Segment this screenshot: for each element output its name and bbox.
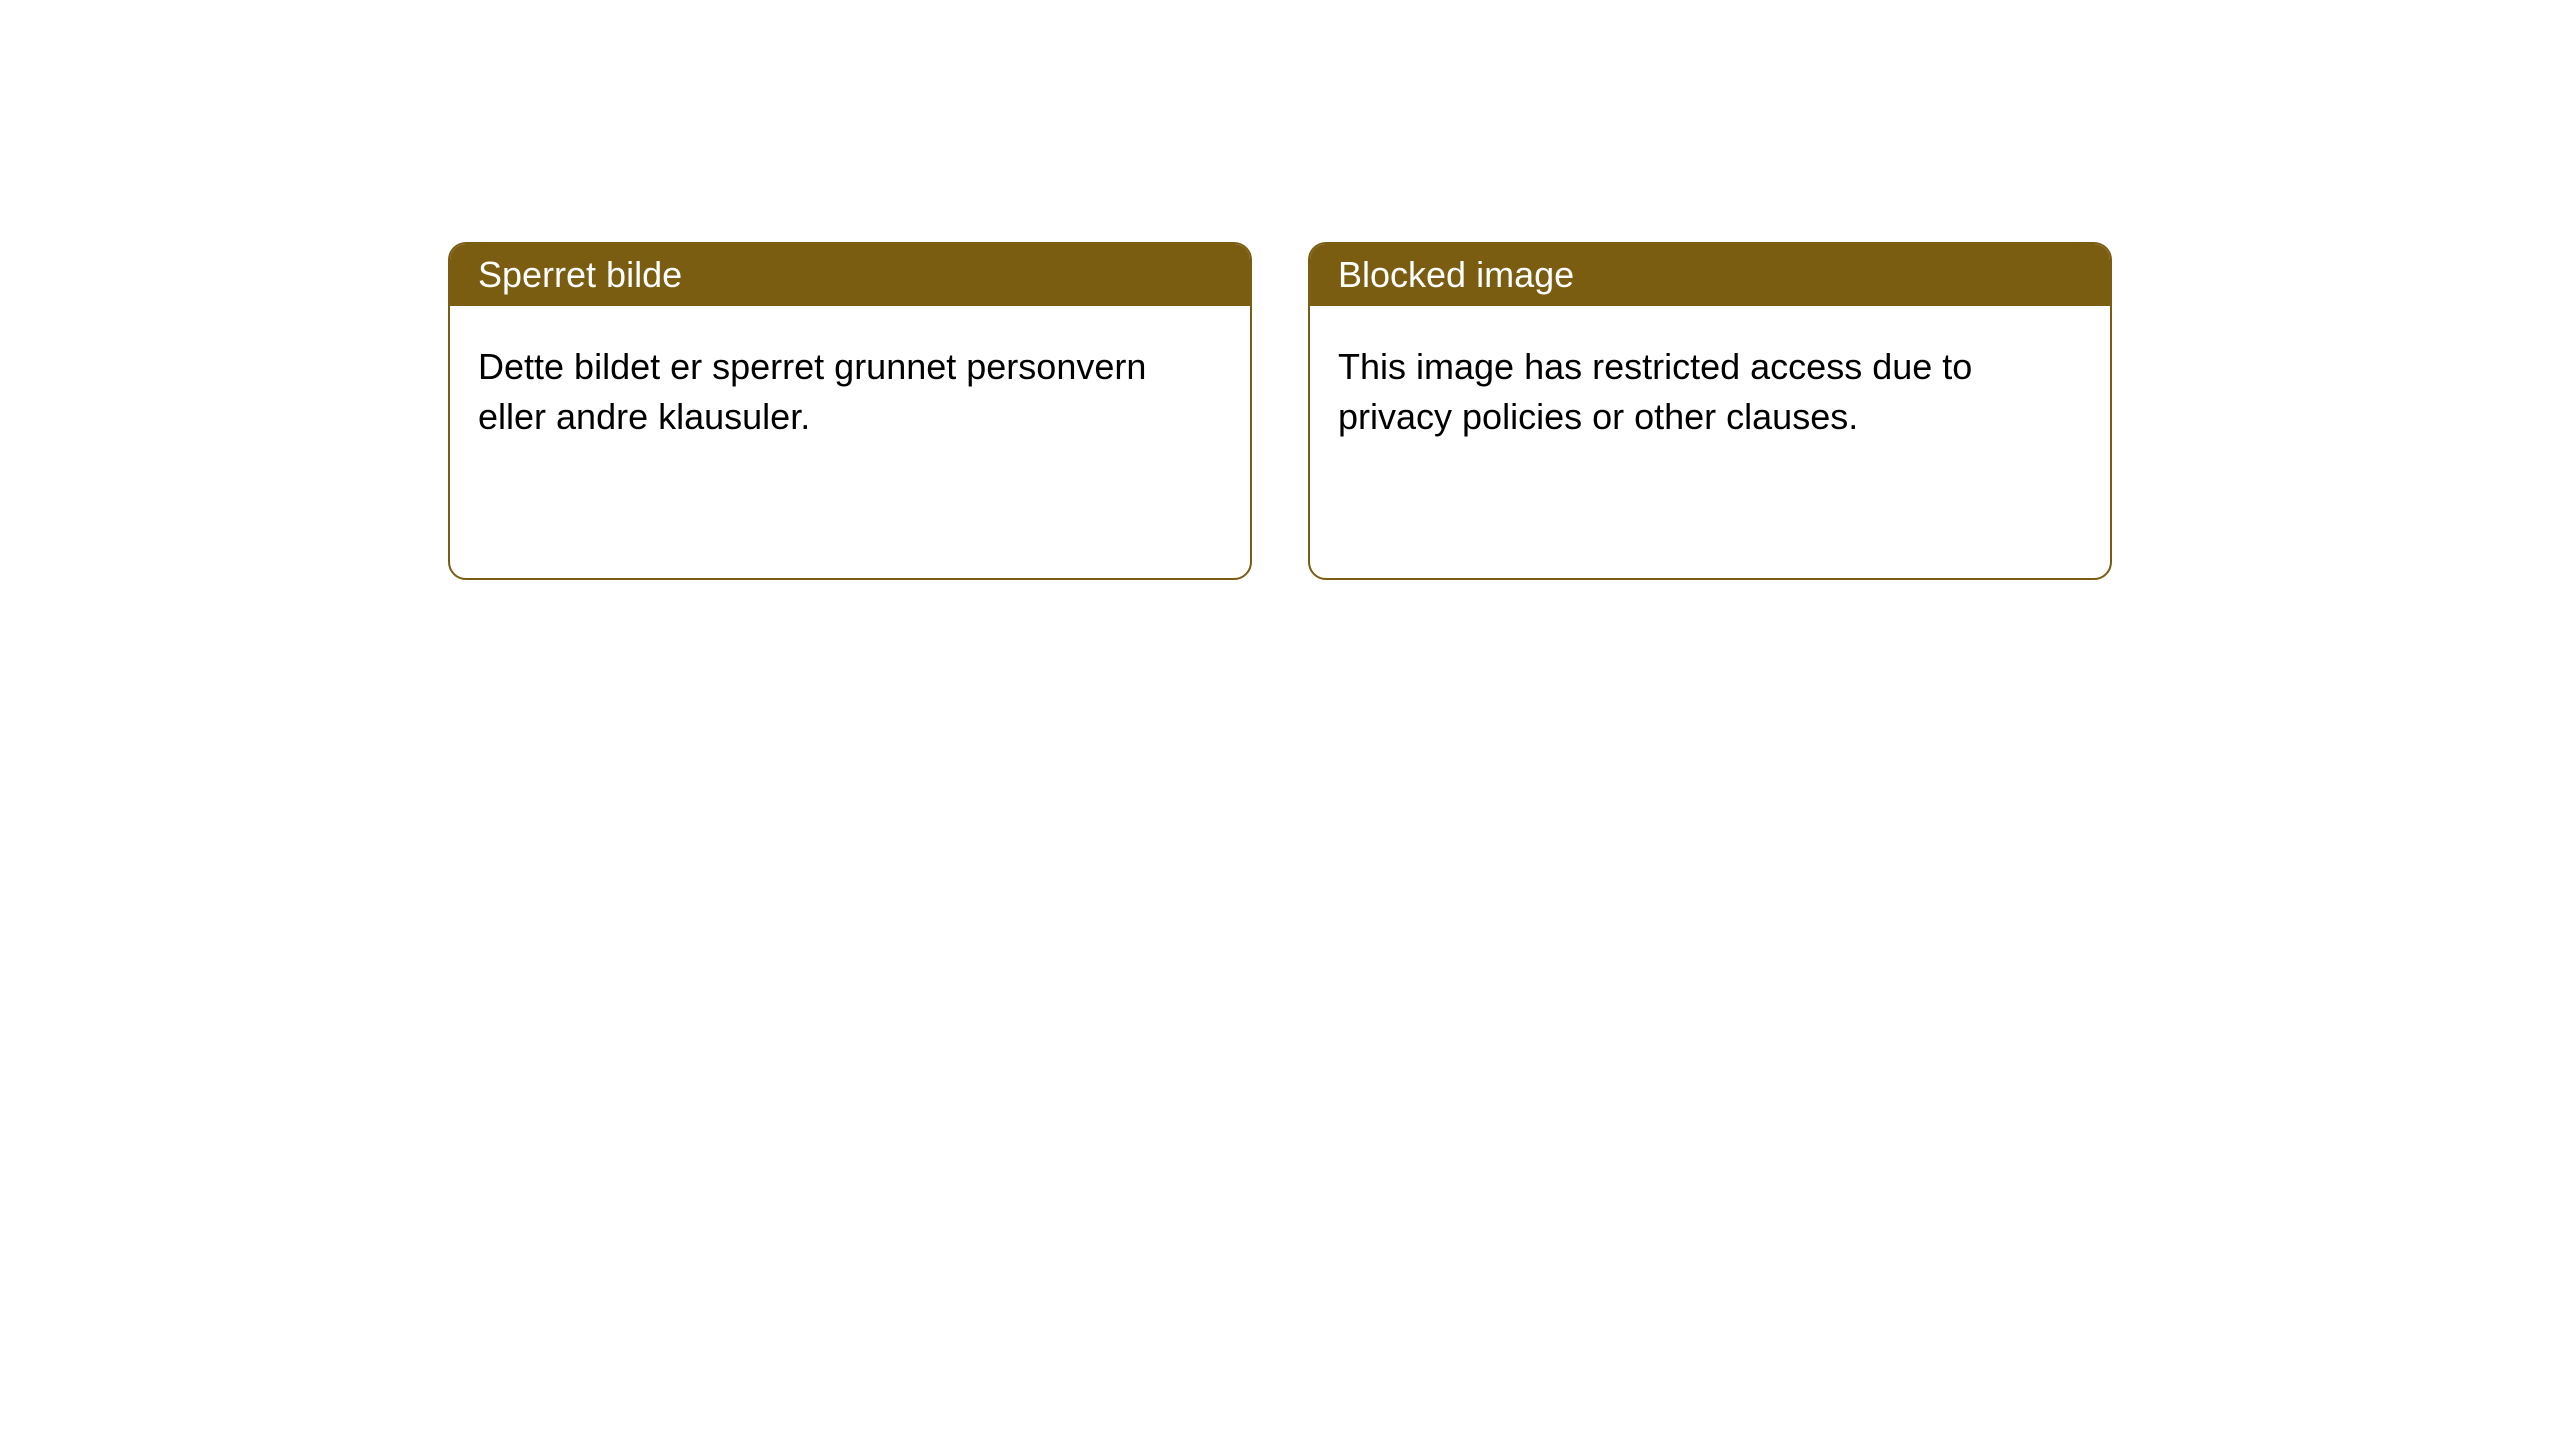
cards-container: Sperret bilde Dette bildet er sperret gr… bbox=[0, 0, 2560, 580]
card-header-english: Blocked image bbox=[1310, 244, 2110, 306]
card-header-norwegian: Sperret bilde bbox=[450, 244, 1250, 306]
blocked-image-card-english: Blocked image This image has restricted … bbox=[1308, 242, 2112, 580]
card-body-english: This image has restricted access due to … bbox=[1310, 306, 2110, 479]
blocked-image-card-norwegian: Sperret bilde Dette bildet er sperret gr… bbox=[448, 242, 1252, 580]
card-body-norwegian: Dette bildet er sperret grunnet personve… bbox=[450, 306, 1250, 479]
